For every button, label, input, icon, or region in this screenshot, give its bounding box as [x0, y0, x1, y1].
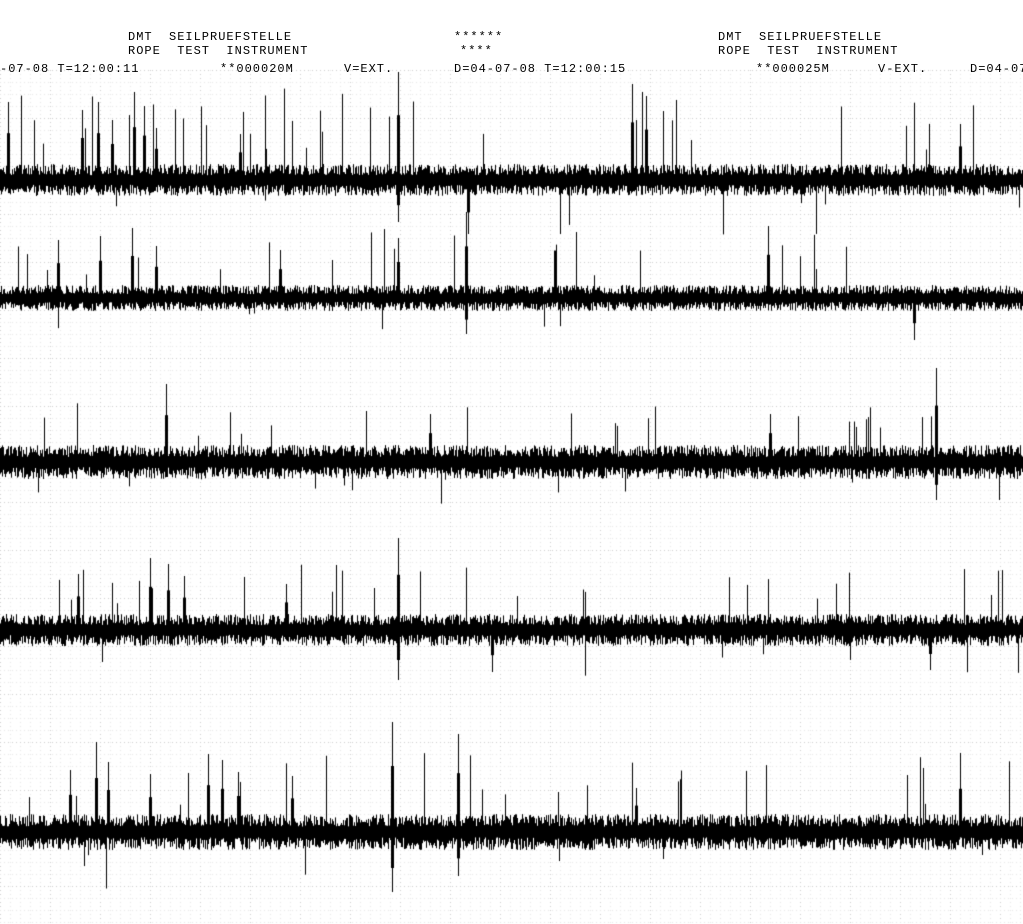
status-field-5: V-EXT. [878, 62, 927, 76]
header-block-2: ****** [454, 30, 503, 44]
status-field-3: D=04-07-08 T=12:00:15 [454, 62, 626, 76]
header-block-4: DMT SEILPRUEFSTELLE [718, 30, 882, 44]
status-field-6: D=04-07-0 [970, 62, 1023, 76]
chart-canvas [0, 0, 1023, 924]
status-field-1: **000020M [220, 62, 294, 76]
header-block-5: ROPE TEST INSTRUMENT [718, 44, 898, 58]
status-field-4: **000025M [756, 62, 830, 76]
header-block-1: ROPE TEST INSTRUMENT [128, 44, 308, 58]
status-field-2: V=EXT. [344, 62, 393, 76]
chart-recorder-page: DMT SEILPRUEFSTELLEROPE TEST INSTRUMENT*… [0, 0, 1023, 924]
status-field-0: -07-08 T=12:00:11 [0, 62, 139, 76]
header-block-3: **** [460, 44, 493, 58]
header-block-0: DMT SEILPRUEFSTELLE [128, 30, 292, 44]
